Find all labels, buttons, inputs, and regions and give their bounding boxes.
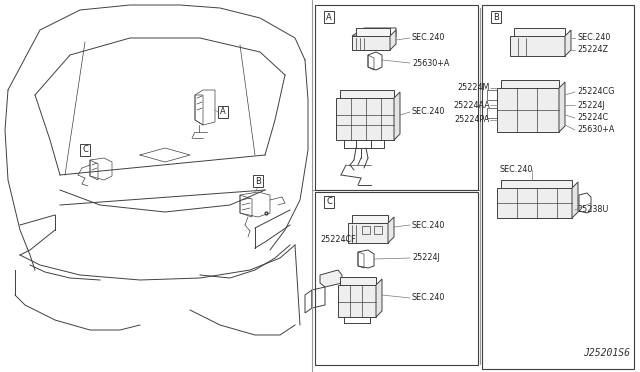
Polygon shape xyxy=(514,28,565,38)
Polygon shape xyxy=(338,285,376,317)
Polygon shape xyxy=(394,92,400,140)
Text: 25224Z: 25224Z xyxy=(577,45,608,55)
Text: C: C xyxy=(326,198,332,206)
Text: SEC.240: SEC.240 xyxy=(412,294,445,302)
Polygon shape xyxy=(352,36,390,50)
Polygon shape xyxy=(352,215,388,225)
Text: 25224J: 25224J xyxy=(412,253,440,263)
Polygon shape xyxy=(390,30,396,50)
Bar xyxy=(362,226,370,234)
Text: 25630+A: 25630+A xyxy=(412,58,449,67)
Text: B: B xyxy=(493,13,499,22)
Text: 25630+A: 25630+A xyxy=(577,125,614,135)
Polygon shape xyxy=(501,180,572,190)
Polygon shape xyxy=(565,30,571,56)
Polygon shape xyxy=(348,223,388,243)
Bar xyxy=(487,90,497,100)
Text: C: C xyxy=(82,145,88,154)
Text: 25224CF: 25224CF xyxy=(320,235,356,244)
Polygon shape xyxy=(559,82,565,132)
Polygon shape xyxy=(340,90,394,102)
Text: 25224AA: 25224AA xyxy=(453,100,490,109)
Polygon shape xyxy=(510,36,565,56)
Polygon shape xyxy=(356,28,390,38)
Text: SEC.240: SEC.240 xyxy=(412,221,445,230)
Polygon shape xyxy=(388,217,394,243)
Polygon shape xyxy=(497,188,572,218)
Text: SEC.240: SEC.240 xyxy=(499,166,532,174)
Polygon shape xyxy=(340,277,376,287)
Text: SEC.240: SEC.240 xyxy=(412,33,445,42)
Text: J25201S6: J25201S6 xyxy=(583,348,630,358)
Text: 25224PA: 25224PA xyxy=(455,115,490,125)
Text: 25224M: 25224M xyxy=(458,83,490,93)
Bar xyxy=(482,5,634,369)
Text: 25238U: 25238U xyxy=(577,205,609,215)
Text: A: A xyxy=(220,108,226,116)
Polygon shape xyxy=(497,88,559,132)
Bar xyxy=(487,108,497,118)
Polygon shape xyxy=(376,279,382,317)
Text: 25224C: 25224C xyxy=(577,113,608,122)
Text: SEC.240: SEC.240 xyxy=(577,33,611,42)
Polygon shape xyxy=(336,98,394,140)
Bar xyxy=(374,226,382,234)
Text: B: B xyxy=(255,176,261,186)
Text: 25224CG: 25224CG xyxy=(577,87,614,96)
Bar xyxy=(315,192,478,365)
Text: 25224J: 25224J xyxy=(577,100,605,109)
Text: A: A xyxy=(326,13,332,22)
Bar xyxy=(315,5,478,190)
Text: SEC.240: SEC.240 xyxy=(412,108,445,116)
Polygon shape xyxy=(320,270,342,287)
Polygon shape xyxy=(572,182,578,218)
Polygon shape xyxy=(501,80,559,90)
